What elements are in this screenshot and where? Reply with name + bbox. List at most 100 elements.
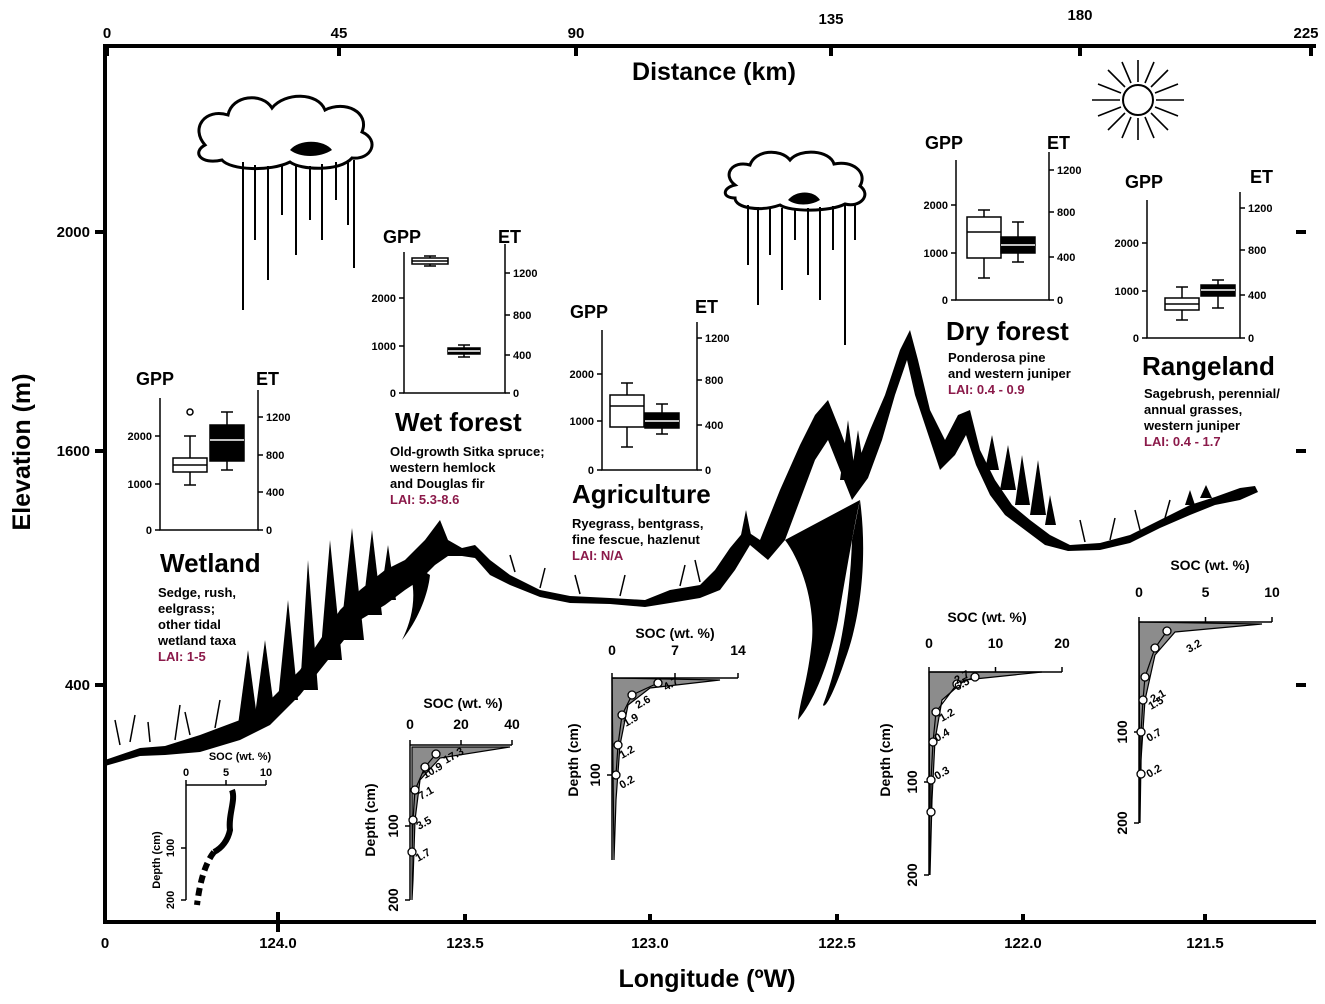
soc-axis-title: SOC (wt. %) xyxy=(209,751,272,763)
ecosystem-description: Ponderosa pine xyxy=(948,350,1046,365)
boxplot-frame xyxy=(601,322,698,471)
et-tick-label: 400 xyxy=(266,487,284,499)
soc-range-envelope xyxy=(928,671,1043,876)
ecosystem-description: eelgrass; xyxy=(158,601,215,616)
boxplot-frame xyxy=(955,152,1050,301)
longitude-tick-label: 124.0 xyxy=(259,935,297,952)
soc-range-envelope xyxy=(611,677,721,861)
elevation-tick-label: 2000 xyxy=(57,224,90,241)
soc-point xyxy=(653,678,663,688)
soc-x-tick-label: 0 xyxy=(608,642,616,658)
soc-point xyxy=(926,775,936,785)
soc-x-tick-label: 5 xyxy=(223,767,229,779)
bottom-axis-title: Longitude (ºW) xyxy=(618,965,795,993)
gpp-label: GPP xyxy=(136,369,174,389)
top-tick-label: 225 xyxy=(1293,25,1318,42)
soc-value-label: 3.2 xyxy=(1185,638,1204,656)
soc-point xyxy=(611,770,621,780)
soc-x-tick-label: 7 xyxy=(671,642,679,658)
ecosystem-name: Rangeland xyxy=(1142,351,1275,381)
depth-axis-title: Depth (cm) xyxy=(362,783,378,856)
depth-axis-title: Depth (cm) xyxy=(877,723,893,796)
soc-point xyxy=(613,740,623,750)
ecosystem-name: Wetland xyxy=(160,548,261,578)
gpp-tick-label: 0 xyxy=(146,525,152,537)
elevation-tick-label: 1600 xyxy=(57,443,90,460)
gpp-tick-label: 1000 xyxy=(570,416,594,428)
et-label: ET xyxy=(1047,133,1070,153)
soc-x-tick-label: 5 xyxy=(1202,584,1210,600)
gpp-box xyxy=(411,255,449,267)
depth-tick-label: 200 xyxy=(165,891,177,909)
depth-tick-label: 100 xyxy=(165,839,177,857)
top-axis-ticks xyxy=(105,46,1313,56)
gpp-label: GPP xyxy=(570,302,608,322)
ecosystem-panel-rangeland: GPP ET 0 1000 2000 0 400 800 1200 Rangeland Sagebr… xyxy=(1115,167,1281,449)
gpp-tick-label: 1000 xyxy=(924,248,948,260)
soc-x-tick-label: 20 xyxy=(453,716,469,732)
soc-profile-line xyxy=(212,788,237,855)
elevation-tick-label: 400 xyxy=(65,677,90,694)
boxplot-frame xyxy=(403,244,506,394)
depth-tick-label: 100 xyxy=(385,814,401,838)
gpp-box xyxy=(172,408,208,486)
longitude-tick-label: 122.0 xyxy=(1004,935,1042,952)
et-box xyxy=(209,411,245,471)
soc-point xyxy=(407,847,417,857)
ecosystem-description: other tidal xyxy=(158,617,221,632)
et-tick-label: 800 xyxy=(1248,245,1266,257)
ecosystem-description: western juniper xyxy=(1143,418,1240,433)
ecosystem-description: Old-growth Sitka spruce; xyxy=(390,444,545,459)
ecosystem-description: western hemlock xyxy=(389,460,496,475)
depth-tick-label: 100 xyxy=(1114,720,1130,744)
ecosystem-name: Agriculture xyxy=(572,479,711,509)
depth-axis-title: Depth (cm) xyxy=(565,723,581,796)
soc-point xyxy=(1136,769,1146,779)
soc-point xyxy=(926,807,936,817)
et-tick-label: 0 xyxy=(1248,333,1254,345)
soc-range-envelope xyxy=(411,746,511,901)
ecosystem-description: Sedge, rush, xyxy=(158,585,236,600)
et-label: ET xyxy=(256,369,279,389)
soc-range-envelope xyxy=(1138,621,1263,824)
depth-tick-label: 100 xyxy=(587,763,603,787)
et-tick-label: 400 xyxy=(1057,252,1075,264)
ecosystem-panel-wetland: GPP ET 0 1000 2000 0 400 800 1200 Wetland Sedge, r… xyxy=(128,369,291,664)
et-tick-label: 400 xyxy=(513,350,531,362)
ecosystem-description: fine fescue, hazlenut xyxy=(572,532,701,547)
top-tick-label: 180 xyxy=(1067,7,1092,24)
gpp-tick-label: 0 xyxy=(390,388,396,400)
et-tick-label: 1200 xyxy=(705,333,729,345)
longitude-tick-label: 122.5 xyxy=(818,935,856,952)
ecosystem-description: and western juniper xyxy=(948,366,1071,381)
soc-x-tick-label: 10 xyxy=(988,635,1004,651)
soc-x-tick-label: 14 xyxy=(730,642,746,658)
sun-icon xyxy=(1092,60,1184,140)
soc-point xyxy=(431,749,441,759)
top-tick-label: 90 xyxy=(568,25,585,42)
ecosystem-panel-dry-forest: GPP ET 0 1000 2000 0 400 800 1200 Dry forest Ponde… xyxy=(924,133,1082,397)
lai-label: LAI: 1-5 xyxy=(158,649,206,664)
bottom-axis-ticks xyxy=(276,912,1207,932)
depth-tick-label: 100 xyxy=(904,770,920,794)
longitude-tick-label: 121.5 xyxy=(1186,935,1224,952)
et-box xyxy=(1200,279,1236,309)
soc-axis-title: SOC (wt. %) xyxy=(1170,557,1249,573)
gpp-tick-label: 0 xyxy=(942,295,948,307)
et-label: ET xyxy=(1250,167,1273,187)
depth-tick-label: 200 xyxy=(1114,811,1130,835)
gpp-tick-label: 0 xyxy=(1133,333,1139,345)
et-tick-label: 0 xyxy=(513,388,519,400)
soc-point xyxy=(420,762,430,772)
soc-axis-title: SOC (wt. %) xyxy=(947,609,1026,625)
et-tick-label: 800 xyxy=(513,310,531,322)
soc-point xyxy=(970,672,980,682)
gpp-label: GPP xyxy=(925,133,963,153)
soc-axis-title: SOC (wt. %) xyxy=(423,695,502,711)
gpp-tick-label: 2000 xyxy=(924,200,948,212)
et-tick-label: 400 xyxy=(1248,290,1266,302)
soc-x-tick-label: 0 xyxy=(406,716,414,732)
ecosystem-description: wetland taxa xyxy=(157,633,237,648)
